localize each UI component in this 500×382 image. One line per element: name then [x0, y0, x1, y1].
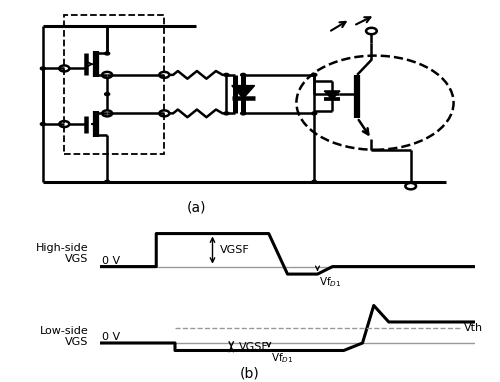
- Circle shape: [224, 112, 229, 115]
- Circle shape: [40, 123, 46, 126]
- Bar: [64, 15, 164, 154]
- Text: Low-side
VGS: Low-side VGS: [40, 326, 89, 348]
- Circle shape: [312, 112, 317, 115]
- Text: 0 V: 0 V: [102, 332, 120, 342]
- Circle shape: [312, 180, 317, 183]
- Text: 0 V: 0 V: [102, 256, 120, 265]
- Circle shape: [104, 180, 110, 183]
- Text: Vf$_{D1}$: Vf$_{D1}$: [320, 275, 342, 289]
- Text: VGSF: VGSF: [239, 342, 268, 352]
- Circle shape: [312, 73, 317, 76]
- Text: (b): (b): [240, 366, 260, 380]
- Polygon shape: [232, 86, 254, 99]
- Text: Vth: Vth: [464, 323, 483, 333]
- Circle shape: [104, 52, 110, 55]
- Polygon shape: [324, 91, 340, 99]
- Text: VGSF: VGSF: [220, 245, 250, 255]
- Circle shape: [240, 73, 246, 76]
- Circle shape: [224, 73, 229, 76]
- Circle shape: [40, 67, 46, 70]
- Circle shape: [104, 92, 110, 96]
- Text: (a): (a): [186, 201, 206, 215]
- Text: High-side
VGS: High-side VGS: [36, 243, 89, 264]
- Circle shape: [240, 112, 246, 115]
- Text: Vf$_{D1}$: Vf$_{D1}$: [270, 351, 293, 365]
